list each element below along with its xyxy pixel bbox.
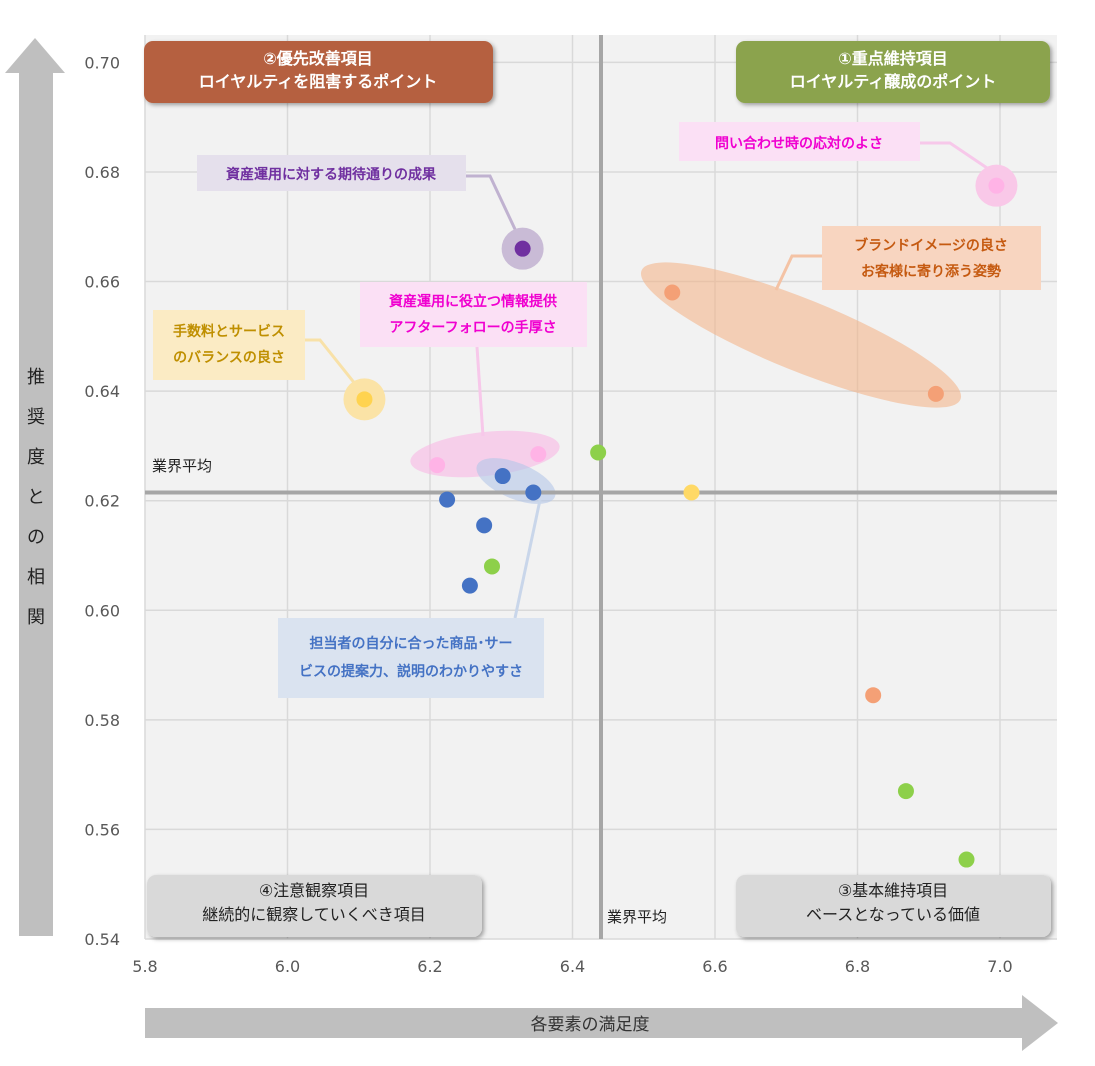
y-tick-label: 0.64 <box>84 382 120 401</box>
quadrant-4-title: ④注意観察項目 <box>259 881 369 900</box>
data-point <box>439 491 456 508</box>
data-point <box>865 687 882 704</box>
data-point <box>476 517 493 534</box>
callout-text: 手数料とサービス <box>173 323 285 340</box>
callout-text: アフターフォローの手厚さ <box>389 319 556 336</box>
y-tick-label: 0.70 <box>84 53 120 72</box>
callout-text: 資産運用に対する期待通りの成果 <box>226 166 437 183</box>
x-tick-label: 6.0 <box>275 957 300 976</box>
x-tick-label: 6.2 <box>417 957 442 976</box>
y-tick-label: 0.68 <box>84 163 120 182</box>
y-axis-title-char: 奨 <box>27 407 45 428</box>
x-tick-label: 6.8 <box>845 957 870 976</box>
orange-group-ellipse <box>640 262 962 408</box>
data-point <box>958 851 975 868</box>
quadrant-3-subtitle: ベースとなっている価値 <box>806 905 980 924</box>
data-point <box>356 391 373 408</box>
y-axis-arrow <box>5 38 65 936</box>
y-axis-title-char: 相 <box>27 567 45 588</box>
data-point <box>514 240 531 257</box>
data-point <box>683 484 700 501</box>
quadrant-2-title: ②優先改善項目 <box>263 49 373 68</box>
data-point <box>530 446 547 463</box>
callout-text: 資産運用に役立つ情報提供 <box>389 293 557 310</box>
y-tick-label: 0.54 <box>84 930 120 949</box>
x-tick-label: 6.4 <box>560 957 585 976</box>
data-point <box>429 457 446 474</box>
y-axis-title-char: 度 <box>27 447 45 468</box>
callout-connectors <box>305 141 994 619</box>
quadrant-1-subtitle: ロイヤルティ醸成のポイント <box>790 72 997 91</box>
quadrant-1-title: ①重点維持項目 <box>838 49 948 68</box>
quadrant-2-subtitle: ロイヤルティを阻害するポイント <box>199 72 438 91</box>
quadrant-2-header: ②優先改善項目 ロイヤルティを阻害するポイント <box>144 41 493 103</box>
callout-text: 問い合わせ時の応対のよさ <box>715 135 883 152</box>
data-point <box>590 444 607 461</box>
data-point <box>664 284 681 301</box>
callout-labels: 問い合わせ時の応対のよさ 資産運用に対する期待通りの成果 ブランドイメージの良さ… <box>153 122 1041 698</box>
y-tick-label: 0.62 <box>84 492 120 511</box>
y-tick-label: 0.58 <box>84 711 120 730</box>
industry-average-label-y: 業界平均 <box>152 457 212 475</box>
y-axis-title-char: と <box>27 487 45 508</box>
quadrant-3-title: ③基本維持項目 <box>838 881 948 900</box>
callout-text: お客様に寄り添う姿勢 <box>861 263 1001 280</box>
quadrant-4-header: ④注意観察項目 継続的に観察していくべき項目 <box>147 875 482 937</box>
industry-average-label-x: 業界平均 <box>607 908 667 926</box>
quadrant-4-subtitle: 継続的に観察していくべき項目 <box>202 905 426 924</box>
y-tick-labels: 0.54 0.56 0.58 0.60 0.62 0.64 0.66 0.68 0.70 <box>84 53 120 949</box>
data-point <box>897 783 914 800</box>
data-points <box>343 164 1018 868</box>
quadrant-3-header: ③基本維持項目 ベースとなっている価値 <box>736 875 1051 937</box>
quadrant-1-header: ①重点維持項目 ロイヤルティ醸成のポイント <box>736 41 1050 103</box>
x-tick-label: 5.8 <box>132 957 157 976</box>
y-tick-label: 0.66 <box>84 273 120 292</box>
data-point <box>927 385 944 402</box>
x-tick-label: 7.0 <box>987 957 1012 976</box>
callout-text: のバランスの良さ <box>173 349 285 366</box>
x-axis-arrow <box>145 995 1058 1051</box>
callout-text: ビスの提案力、説明のわかりやすさ <box>299 663 523 680</box>
y-tick-label: 0.60 <box>84 601 120 620</box>
callout-text: ブランドイメージの良さ <box>854 237 1008 254</box>
y-axis-title-char: 関 <box>27 607 45 628</box>
data-point <box>988 177 1005 194</box>
callout-text: 担当者の自分に合った商品･サー <box>310 635 513 652</box>
x-axis-title: 各要素の満足度 <box>531 1015 650 1035</box>
x-tick-labels: 5.8 6.0 6.2 6.4 6.6 6.8 7.0 <box>132 957 1012 976</box>
quadrant-headers: ①重点維持項目 ロイヤルティ醸成のポイント ②優先改善項目 ロイヤルティを阻害す… <box>144 41 1051 937</box>
data-point <box>494 468 511 485</box>
x-tick-label: 6.6 <box>702 957 727 976</box>
data-point <box>461 577 478 594</box>
data-point <box>525 484 542 501</box>
data-point <box>483 558 500 575</box>
y-tick-label: 0.56 <box>84 820 120 839</box>
y-axis-title-char: の <box>27 527 45 548</box>
y-axis-title-char: 推 <box>27 367 45 388</box>
